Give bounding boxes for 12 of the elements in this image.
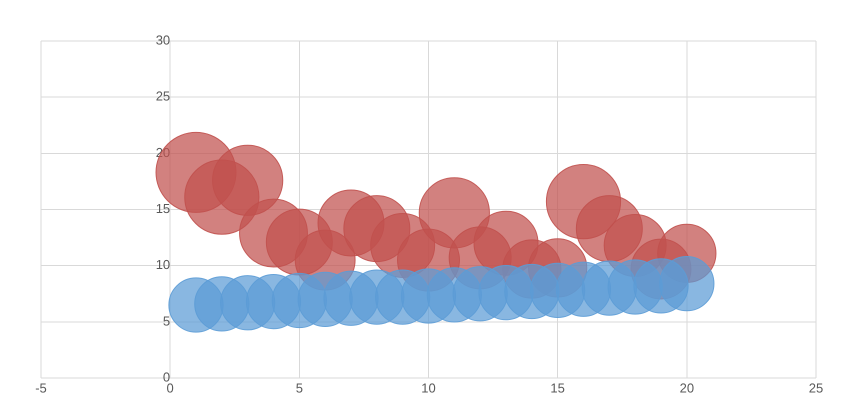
x-tick-label: 20	[680, 380, 694, 396]
y-tick-label: 5	[162, 313, 170, 328]
y-tick-label: 30	[156, 32, 170, 48]
x-tick-label: -5	[35, 380, 47, 396]
x-tick-label: 10	[421, 380, 436, 396]
x-tick-label: 25	[808, 380, 824, 396]
y-tick-label: 0	[162, 370, 170, 385]
y-tick-label: 10	[156, 257, 170, 272]
x-tick-label: 5	[296, 380, 303, 396]
x-tick-label: 15	[550, 380, 565, 396]
y-tick-label: 25	[156, 88, 170, 104]
y-tick-label: 15	[156, 201, 170, 216]
